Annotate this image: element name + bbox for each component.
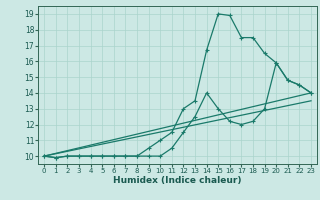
X-axis label: Humidex (Indice chaleur): Humidex (Indice chaleur) bbox=[113, 176, 242, 185]
